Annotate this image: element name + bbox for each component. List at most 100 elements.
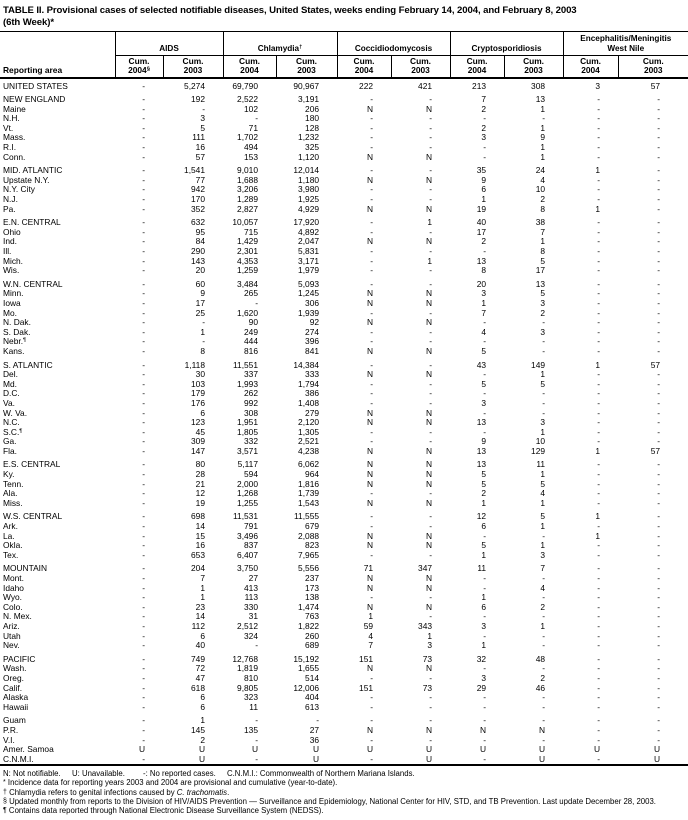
- value-cell: 324: [244, 630, 258, 641]
- table-row: S. Dak. - 1 249 274 - - 4 3 - -: [0, 327, 688, 338]
- value-cell: 5,117: [237, 459, 258, 470]
- value-cell: -: [597, 94, 601, 105]
- footnote-symbol: *: [3, 779, 6, 787]
- value-cell: 1,289: [237, 194, 258, 205]
- table-row: D.C. - 179 262 386 - - - - - -: [0, 389, 688, 399]
- value-cell: 3,496: [237, 530, 258, 541]
- value-cell: 20: [195, 265, 205, 276]
- value-cell: 1: [368, 611, 374, 622]
- value-cell: 1,688: [237, 174, 258, 185]
- value-cell: -: [370, 255, 374, 266]
- value-cell: 4,353: [237, 255, 258, 266]
- area-cell: Ark.: [3, 521, 18, 532]
- value-cell: 5: [481, 478, 487, 489]
- table-row: N. Dak. - - 90 92 N N - - - -: [0, 318, 688, 328]
- value-cell: N: [425, 540, 433, 551]
- value-cell: -: [542, 388, 546, 399]
- value-cell: 7: [540, 226, 546, 237]
- value-cell: 11: [477, 563, 487, 574]
- table-row: W. Va. - 6 308 279 N N - - - -: [0, 407, 688, 419]
- value-cell: -: [657, 436, 661, 447]
- table-body: UNITED STATES -5,274 69,790 90,967 222 421 213…: [0, 78, 688, 766]
- value-cell: 396: [305, 336, 320, 347]
- value-cell: 147: [191, 445, 205, 456]
- value-cell: 1: [200, 715, 205, 726]
- value-cell: 15: [195, 530, 205, 541]
- value-cell: 73: [422, 653, 433, 664]
- value-cell: -: [370, 307, 374, 318]
- value-cell: 143: [191, 255, 205, 266]
- value-cell: 128: [305, 122, 320, 133]
- value-cell: -: [370, 278, 374, 289]
- table-row: V.I. - 2 - 36 - - - - - -: [0, 735, 688, 746]
- area-cell: N.Y. City: [3, 184, 35, 195]
- value-cell: 333: [305, 369, 320, 380]
- value-cell: N: [538, 724, 546, 735]
- value-cell: 57: [650, 445, 661, 456]
- value-cell: 10: [535, 184, 546, 195]
- value-cell: 45: [195, 426, 205, 437]
- value-cell: -: [429, 701, 433, 712]
- value-cell: 1: [540, 521, 546, 532]
- value-cell: -: [657, 165, 661, 176]
- value-cell: -: [142, 122, 145, 133]
- value-cell: 12: [476, 511, 487, 522]
- value-cell: 4,929: [298, 203, 320, 214]
- value-cell: -: [657, 601, 661, 612]
- value-cell: 179: [191, 388, 205, 399]
- table-row: NEW ENGLAND - 192 2,522 3,191 - - 7 13 - -: [0, 91, 688, 105]
- value-cell: -: [142, 724, 145, 735]
- value-cell: 153: [244, 151, 258, 162]
- value-cell: 1: [481, 549, 487, 560]
- value-cell: 12: [195, 488, 205, 499]
- value-cell: 1: [540, 142, 546, 153]
- value-cell: -: [142, 620, 145, 631]
- value-cell: -: [657, 724, 661, 735]
- area-cell: Del.: [3, 369, 18, 380]
- value-cell: -: [429, 132, 433, 143]
- value-cell: 1: [540, 151, 546, 162]
- value-cell: -: [597, 122, 601, 133]
- value-cell: -: [370, 336, 374, 347]
- value-cell: -: [542, 692, 546, 703]
- value-cell: N: [425, 317, 433, 328]
- value-cell: -: [142, 236, 145, 247]
- value-cell: 2,000: [237, 478, 258, 489]
- table-row: Ga. - 309 332 2,521 - - 9 10 - -: [0, 437, 688, 447]
- value-cell: -: [255, 297, 258, 308]
- value-cell: 59: [363, 620, 374, 631]
- value-cell: -: [370, 672, 374, 683]
- value-cell: -: [429, 611, 433, 622]
- value-cell: -: [657, 226, 661, 237]
- area-cell: Mich.: [3, 255, 24, 266]
- value-cell: U: [312, 744, 320, 755]
- table-row: Ala. - 12 1,268 1,739 - - 2 4 - -: [0, 489, 688, 499]
- value-cell: 7: [540, 563, 546, 574]
- value-cell: -: [483, 142, 487, 153]
- value-cell: 12,768: [232, 653, 258, 664]
- value-cell: 16: [195, 142, 205, 153]
- value-cell: -: [429, 278, 433, 289]
- value-cell: 1,805: [237, 426, 258, 437]
- value-cell: -: [429, 359, 433, 370]
- value-cell: 3,484: [237, 278, 258, 289]
- value-cell: -: [255, 715, 258, 726]
- value-cell: -: [142, 715, 145, 726]
- value-cell: -: [597, 265, 601, 276]
- value-cell: 494: [244, 142, 258, 153]
- value-cell: 2: [540, 601, 546, 612]
- value-cell: -: [429, 226, 433, 237]
- value-cell: -: [142, 407, 145, 418]
- value-cell: -: [597, 307, 601, 318]
- value-cell: -: [597, 336, 601, 347]
- value-cell: 343: [418, 620, 433, 631]
- value-cell: N: [366, 151, 374, 162]
- value-cell: -: [142, 132, 145, 143]
- value-cell: -: [657, 184, 661, 195]
- area-cell: S.C.¶: [3, 426, 23, 437]
- value-cell: -: [597, 288, 601, 299]
- value-cell: 841: [305, 345, 320, 356]
- value-cell: -: [429, 113, 433, 124]
- value-cell: 618: [191, 682, 205, 693]
- value-cell: 27: [248, 573, 258, 583]
